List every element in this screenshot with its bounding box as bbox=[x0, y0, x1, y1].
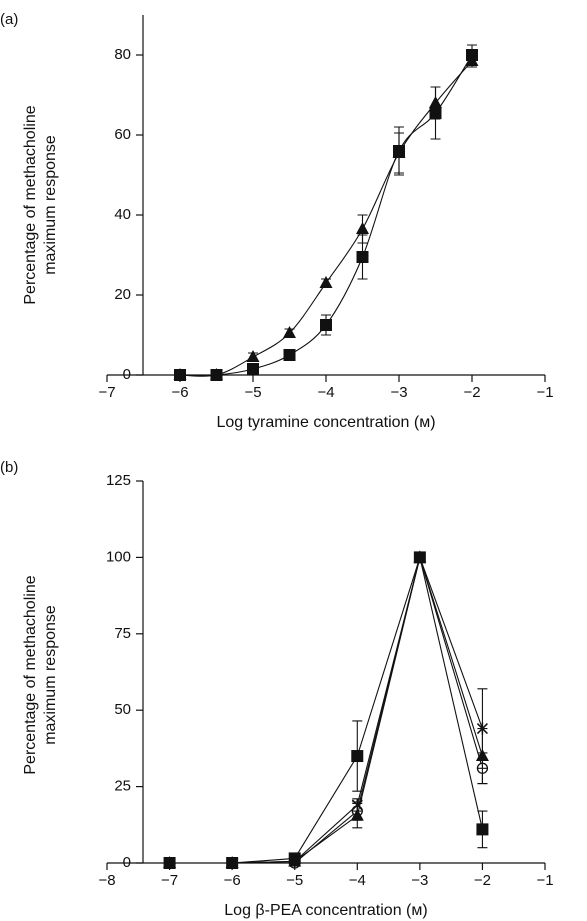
marker bbox=[226, 857, 239, 869]
x-tick-label: −2 bbox=[463, 384, 480, 401]
y-tick-label: 0 bbox=[123, 366, 131, 383]
y-axis-label: Percentage of methacholine bbox=[22, 575, 39, 774]
marker bbox=[283, 326, 296, 338]
x-tick-label: −4 bbox=[349, 872, 366, 889]
marker bbox=[392, 146, 406, 158]
marker bbox=[173, 368, 187, 380]
y-tick-label: 0 bbox=[123, 854, 131, 871]
x-tick-label: −8 bbox=[98, 872, 115, 889]
marker bbox=[246, 350, 260, 362]
y-tick-label: 75 bbox=[114, 625, 131, 642]
series-line bbox=[179, 54, 473, 376]
marker bbox=[350, 808, 364, 821]
x-tick-label: −1 bbox=[536, 384, 553, 401]
marker bbox=[476, 722, 488, 735]
marker bbox=[320, 319, 332, 331]
marker bbox=[163, 857, 176, 869]
marker bbox=[356, 222, 369, 234]
x-tick-label: −7 bbox=[161, 872, 178, 889]
y-tick-label: 40 bbox=[114, 206, 131, 223]
series-line bbox=[169, 555, 483, 864]
x-tick-label: −3 bbox=[390, 384, 407, 401]
x-tick-label: −6 bbox=[224, 872, 241, 889]
marker bbox=[429, 96, 442, 108]
panel-label: (a) bbox=[0, 11, 18, 28]
x-tick-label: −6 bbox=[171, 384, 188, 401]
x-tick-label: −4 bbox=[317, 384, 334, 401]
x-tick-label: −5 bbox=[244, 384, 261, 401]
series-line bbox=[169, 555, 483, 864]
panel-label: (b) bbox=[0, 459, 18, 476]
y-tick-label: 125 bbox=[106, 472, 131, 489]
marker bbox=[247, 363, 259, 375]
y-axis-label: maximum response bbox=[42, 605, 59, 745]
marker bbox=[356, 251, 369, 263]
y-tick-label: 80 bbox=[114, 46, 131, 63]
y-tick-label: 20 bbox=[114, 286, 131, 303]
marker bbox=[283, 349, 296, 361]
y-tick-label: 50 bbox=[114, 701, 131, 718]
marker bbox=[210, 368, 223, 380]
marker bbox=[319, 276, 333, 288]
y-tick-label: 25 bbox=[114, 778, 131, 795]
x-axis-label: Log β-PEA concentration (ᴍ) bbox=[224, 902, 427, 919]
x-tick-label: −1 bbox=[536, 872, 553, 889]
x-tick-label: −7 bbox=[98, 384, 115, 401]
series-line bbox=[169, 555, 483, 864]
y-tick-label: 60 bbox=[114, 126, 131, 143]
x-tick-label: −2 bbox=[474, 872, 491, 889]
series-line bbox=[169, 555, 483, 864]
y-tick-label: 100 bbox=[106, 548, 131, 565]
x-axis-label: Log tyramine concentration (ᴍ) bbox=[216, 414, 435, 431]
marker bbox=[351, 798, 363, 811]
y-axis-label: maximum response bbox=[42, 135, 59, 275]
x-tick-label: −3 bbox=[411, 872, 428, 889]
marker bbox=[288, 852, 301, 865]
x-tick-label: −5 bbox=[286, 872, 303, 889]
marker bbox=[351, 750, 364, 763]
y-axis-label: Percentage of methacholine bbox=[22, 105, 39, 304]
marker bbox=[476, 823, 489, 836]
marker bbox=[413, 551, 426, 564]
marker bbox=[465, 54, 479, 66]
